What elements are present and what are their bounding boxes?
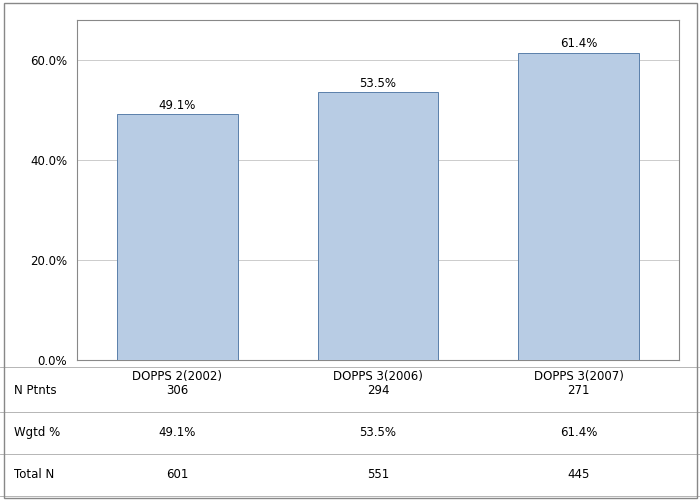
Text: 551: 551: [367, 468, 389, 481]
Bar: [318, 92, 438, 360]
Text: 61.4%: 61.4%: [560, 38, 597, 51]
Bar: [117, 114, 237, 360]
Text: 294: 294: [367, 384, 389, 398]
Text: N Ptnts: N Ptnts: [14, 384, 57, 398]
Text: 61.4%: 61.4%: [560, 426, 597, 440]
Text: 49.1%: 49.1%: [159, 99, 196, 112]
Text: 53.5%: 53.5%: [360, 77, 396, 90]
Text: 271: 271: [568, 384, 590, 398]
Bar: [519, 53, 639, 360]
Text: 306: 306: [166, 384, 188, 398]
Text: 445: 445: [568, 468, 590, 481]
Text: 49.1%: 49.1%: [159, 426, 196, 440]
Text: Wgtd %: Wgtd %: [14, 426, 60, 440]
Text: 601: 601: [166, 468, 188, 481]
Text: 53.5%: 53.5%: [360, 426, 396, 440]
Text: Total N: Total N: [14, 468, 55, 481]
